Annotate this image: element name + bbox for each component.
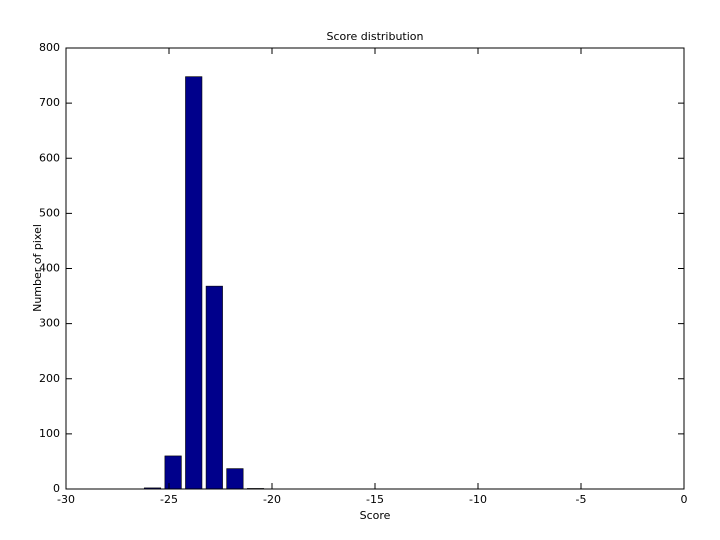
y-tick-label: 400	[39, 262, 60, 275]
bar	[164, 455, 182, 490]
x-axis-label: Score	[360, 509, 391, 522]
x-tick-label: -10	[469, 493, 487, 506]
y-tick-label: 500	[39, 206, 60, 219]
y-tick-label: 300	[39, 317, 60, 330]
y-tick-label: 100	[39, 427, 60, 440]
y-tick-label: 700	[39, 96, 60, 109]
y-tick-label: 200	[39, 372, 60, 385]
x-tick-label: -5	[576, 493, 587, 506]
x-tick-label: -25	[160, 493, 178, 506]
y-tick-label: 600	[39, 151, 60, 164]
x-tick-label: -30	[57, 493, 75, 506]
bar	[226, 468, 244, 490]
y-tick-label: 0	[53, 482, 60, 495]
bar	[205, 285, 223, 490]
x-tick-label: -20	[263, 493, 281, 506]
y-tick-label: 800	[39, 41, 60, 54]
bar	[185, 76, 203, 490]
x-tick-label: -15	[366, 493, 384, 506]
x-tick-label: 0	[681, 493, 688, 506]
chart-title: Score distribution	[327, 30, 424, 43]
y-axis-label: Number of pixel	[31, 224, 44, 312]
